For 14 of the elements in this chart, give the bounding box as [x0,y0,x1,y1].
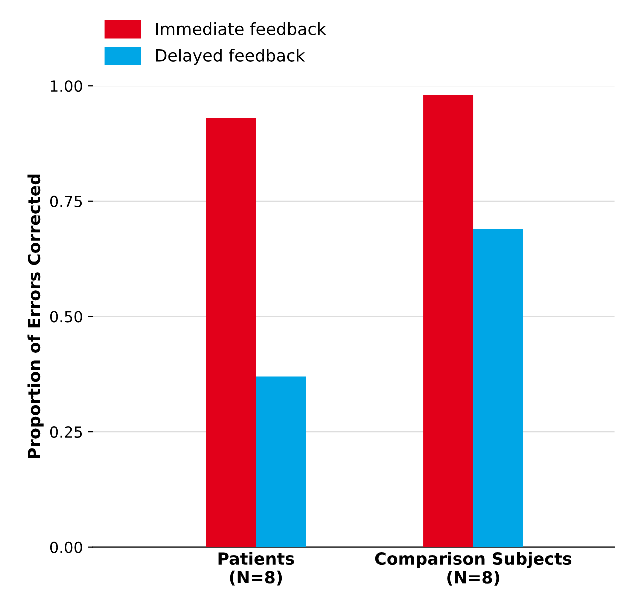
bar [474,229,524,548]
y-tick-label: 0.75 [50,196,82,208]
x-tick-label: Patients (N=8) [218,552,294,586]
bar [206,118,256,548]
y-tick-label: 0.00 [50,542,82,554]
y-tick-label: 1.00 [51,80,82,92]
y-axis-title: Proportion of Errors Corrected [28,174,44,458]
x-tick-label: Comparison Subjects (N=8) [375,552,572,586]
legend-label: Immediate feedback [156,22,326,36]
bar [424,95,474,548]
legend-label: Delayed feedback [156,49,306,66]
y-tick-label: 0.50 [50,311,82,323]
y-tick-label: 0.25 [50,426,82,438]
bar [256,376,306,548]
